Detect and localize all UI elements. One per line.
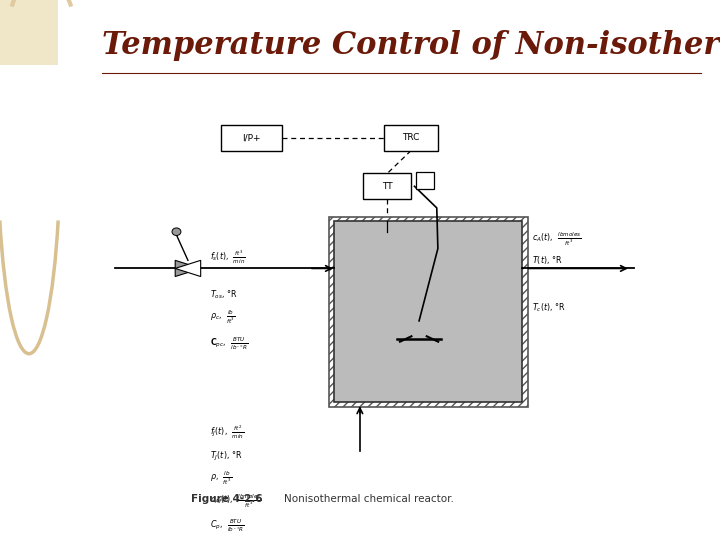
- Bar: [384, 125, 438, 151]
- Text: $c_A(t)$,  $\frac{lbmoles}{ft^3}$: $c_A(t)$, $\frac{lbmoles}{ft^3}$: [532, 231, 582, 248]
- Bar: [335, 221, 523, 402]
- Text: I/P+: I/P+: [243, 133, 261, 142]
- Text: Temperature Control of Non-isothermal CSTR: Temperature Control of Non-isothermal CS…: [102, 30, 720, 60]
- Text: $T(t)$, °R: $T(t)$, °R: [532, 254, 562, 266]
- Bar: [221, 125, 282, 151]
- Text: $\rho$,  $\frac{lb}{ft^3}$: $\rho$, $\frac{lb}{ft^3}$: [210, 470, 233, 487]
- Circle shape: [172, 228, 181, 235]
- Text: $C_p$,  $\frac{BTU}{lb\cdot°R}$: $C_p$, $\frac{BTU}{lb\cdot°R}$: [210, 518, 245, 534]
- Text: $f_J(t)$,  $\frac{ft^2}{min}$: $f_J(t)$, $\frac{ft^2}{min}$: [210, 424, 245, 441]
- Text: $\rho_c$,  $\frac{lb}{ft^3}$: $\rho_c$, $\frac{lb}{ft^3}$: [210, 309, 235, 326]
- Text: TT: TT: [382, 182, 392, 191]
- Bar: [416, 172, 434, 189]
- Bar: [329, 217, 528, 407]
- Text: $\mathbf{C}_{pc}$,  $\frac{BTU}{lb\cdot°R}$: $\mathbf{C}_{pc}$, $\frac{BTU}{lb\cdot°R…: [210, 336, 248, 352]
- Text: Figure 4-2.6: Figure 4-2.6: [191, 494, 266, 504]
- Polygon shape: [175, 260, 201, 276]
- Polygon shape: [175, 260, 201, 276]
- Text: $c_{Af}(t)$,  $\frac{lbmoles}{ft^3}$: $c_{Af}(t)$, $\frac{lbmoles}{ft^3}$: [210, 493, 261, 510]
- Text: $T_J(t)$, °R: $T_J(t)$, °R: [210, 450, 243, 463]
- Text: $T_c(t)$, °R: $T_c(t)$, °R: [532, 302, 566, 314]
- Bar: [364, 173, 411, 199]
- Text: Nonisothermal chemical reactor.: Nonisothermal chemical reactor.: [284, 494, 454, 504]
- Text: TRC: TRC: [402, 133, 420, 142]
- Bar: [0, 0, 58, 65]
- Text: $T_{os}$, °R: $T_{os}$, °R: [210, 289, 238, 301]
- Text: $f_s(t)$,  $\frac{ft^3}{min}$: $f_s(t)$, $\frac{ft^3}{min}$: [210, 248, 246, 266]
